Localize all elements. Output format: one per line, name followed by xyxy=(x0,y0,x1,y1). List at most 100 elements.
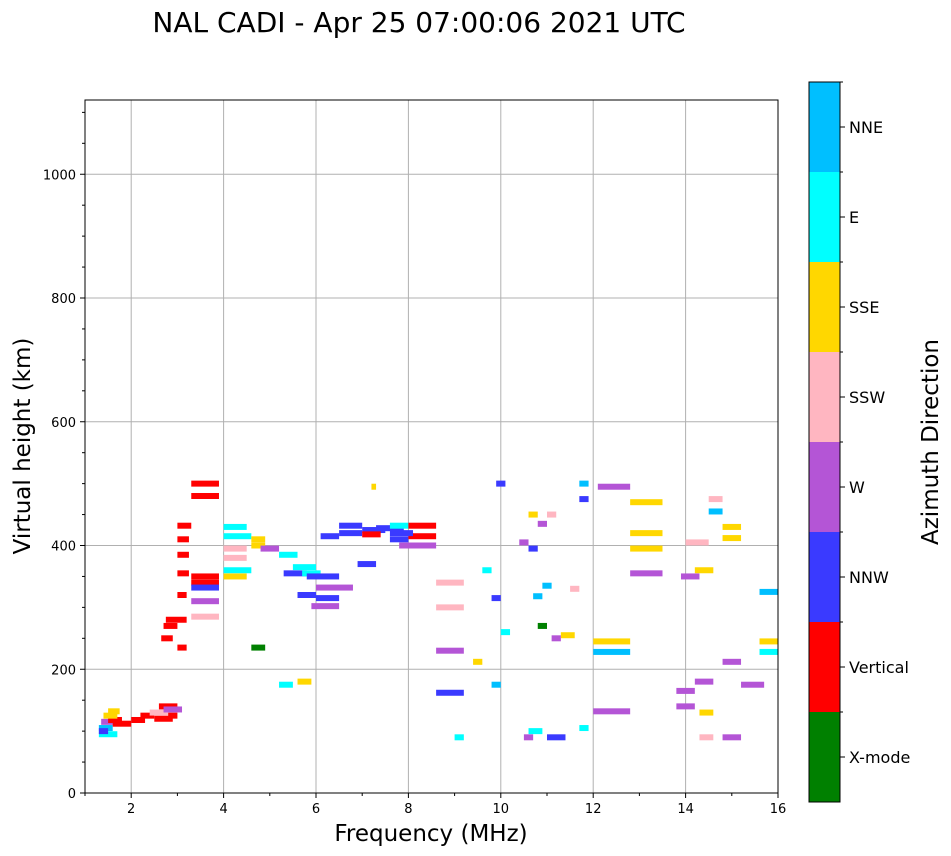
echo-segment xyxy=(297,592,316,598)
x-tick-label: 4 xyxy=(219,802,227,817)
colorbar-frame xyxy=(808,81,841,803)
echo-segment xyxy=(523,734,534,741)
echo-segment xyxy=(389,522,409,529)
echo-traces xyxy=(98,480,778,741)
echo-segment xyxy=(191,480,219,487)
echo-segment xyxy=(551,635,561,642)
echo-segment xyxy=(722,523,742,530)
colorbar: X-mode Vertical NNW W SSW SSE E NNE xyxy=(808,81,910,803)
echo-segment xyxy=(528,511,538,518)
echo-segment xyxy=(722,658,742,665)
echo-segment xyxy=(547,734,566,741)
echo-segment xyxy=(496,480,506,487)
echo-segment xyxy=(676,703,695,710)
echo-segment xyxy=(500,629,511,636)
echo-segment xyxy=(163,706,183,713)
echo-segment xyxy=(306,573,340,580)
echo-segment xyxy=(191,613,219,620)
echo-segment xyxy=(630,570,663,577)
echo-segment xyxy=(165,616,187,623)
echo-segment xyxy=(161,635,173,642)
colorbar-swatch-ssw xyxy=(809,352,840,442)
echo-segment xyxy=(708,496,723,503)
echo-segment xyxy=(154,715,173,722)
echo-segment xyxy=(98,728,109,735)
echo-segment xyxy=(759,638,778,645)
echo-segment xyxy=(519,539,529,546)
echo-segment xyxy=(158,703,178,710)
echo-segment xyxy=(279,681,293,688)
colorbar-swatch-w xyxy=(809,442,840,532)
colorbar-tick-label: E xyxy=(849,208,859,227)
echo-segment xyxy=(593,648,631,655)
echo-segment xyxy=(389,536,409,543)
echo-segment xyxy=(297,678,312,685)
echo-segment xyxy=(283,570,307,577)
echo-segment xyxy=(597,483,631,490)
grid-lines xyxy=(85,100,779,794)
echo-segment xyxy=(320,533,340,540)
echo-segment xyxy=(408,533,437,540)
echo-segment xyxy=(630,530,663,537)
y-tick-label: 600 xyxy=(51,416,76,431)
echo-segment xyxy=(316,595,340,602)
colorbar-tick-label: SSE xyxy=(849,298,879,317)
echo-segment xyxy=(371,483,377,490)
echo-segment xyxy=(98,725,113,732)
echo-segment xyxy=(98,731,118,738)
y-tick-label: 0 xyxy=(68,787,76,802)
echo-segment xyxy=(177,536,189,543)
y-tick-label: 800 xyxy=(51,292,76,307)
echo-segment xyxy=(339,530,363,537)
echo-segment xyxy=(177,570,189,577)
echo-segment xyxy=(593,638,631,645)
echo-segment xyxy=(292,564,316,571)
echo-segment xyxy=(676,687,695,694)
echo-segment xyxy=(389,530,414,537)
echo-segment xyxy=(579,725,589,732)
echo-segment xyxy=(547,511,557,518)
echo-segment xyxy=(103,712,118,719)
echo-segment xyxy=(694,678,714,685)
x-tick-label: 8 xyxy=(404,802,412,817)
echo-segment xyxy=(177,522,192,529)
chart-title: NAL CADI - Apr 25 07:00:06 2021 UTC xyxy=(152,6,685,39)
echo-segment xyxy=(722,734,742,741)
echo-segment xyxy=(473,658,483,665)
echo-segment xyxy=(168,712,178,719)
colorbar-swatch-x-mode xyxy=(809,712,840,802)
colorbar-swatch-vertical xyxy=(809,622,840,712)
echo-segment xyxy=(533,593,543,600)
echo-segment xyxy=(528,728,543,735)
echo-segment xyxy=(191,493,219,499)
echo-segment xyxy=(436,689,464,696)
echo-segment xyxy=(436,604,464,611)
colorbar-swatch-sse xyxy=(809,262,840,352)
echo-segment xyxy=(191,598,219,605)
x-tick-label: 12 xyxy=(585,802,602,817)
echo-segment xyxy=(251,644,266,651)
echo-segment xyxy=(560,632,575,639)
echo-segment xyxy=(279,551,298,558)
echo-segment xyxy=(316,584,353,591)
y-tick-label: 400 xyxy=(51,540,76,555)
echo-segment xyxy=(302,570,321,577)
colorbar-tick-label: W xyxy=(849,478,865,497)
echo-segment xyxy=(191,573,219,580)
echo-segment xyxy=(436,579,464,586)
echo-segment xyxy=(362,531,381,538)
colorbar-tick-label: NNW xyxy=(849,568,889,587)
echo-segment xyxy=(223,567,252,574)
echo-segment xyxy=(593,708,631,715)
echo-segment xyxy=(223,523,247,530)
echo-segment xyxy=(311,603,340,610)
colorbar-tick-label: NNE xyxy=(849,118,883,137)
echo-segment xyxy=(223,554,247,561)
y-tick-label: 200 xyxy=(51,663,76,678)
x-tick-label: 2 xyxy=(127,802,135,817)
colorbar-tick-label: X-mode xyxy=(849,748,910,767)
echo-segment xyxy=(191,579,219,586)
x-tick-label: 10 xyxy=(493,802,510,817)
echo-segment xyxy=(454,734,464,741)
